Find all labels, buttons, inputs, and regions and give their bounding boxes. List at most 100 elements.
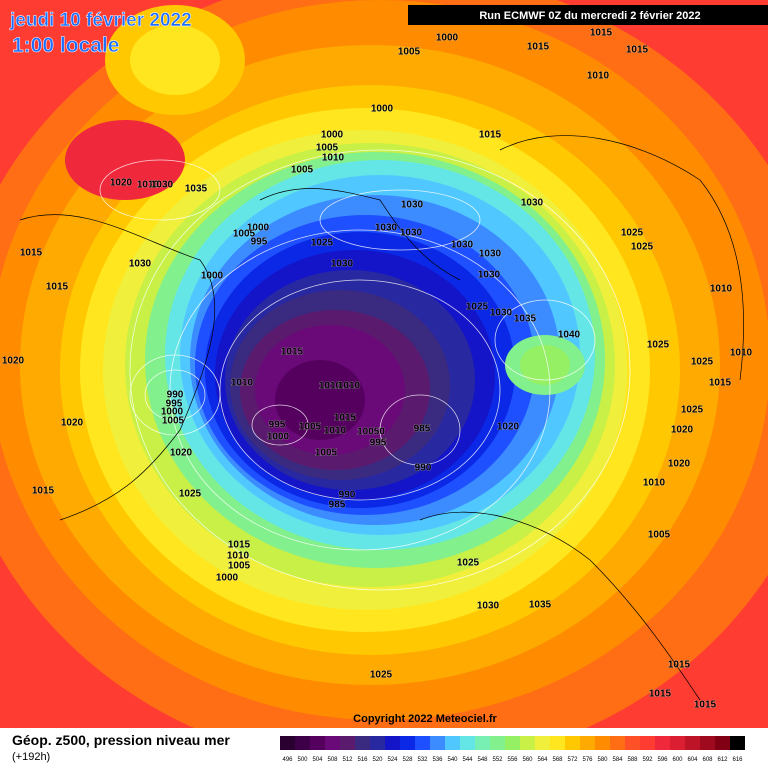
colorbar-label: 500 bbox=[297, 757, 308, 763]
colorbar-label: 596 bbox=[657, 757, 668, 763]
isobar-label: 1035 bbox=[185, 184, 208, 195]
colorbar-label: 552 bbox=[492, 757, 503, 763]
field bbox=[65, 120, 185, 200]
isobar-label: 995 bbox=[370, 438, 387, 449]
isobar-label: 1025 bbox=[457, 558, 480, 569]
isobar-label: 1035 bbox=[529, 600, 552, 611]
colorbar-swatch bbox=[355, 736, 370, 750]
colorbar-label: 612 bbox=[717, 757, 728, 763]
isobar-label: 1020 bbox=[671, 425, 694, 436]
isobar-label: 1005 bbox=[315, 448, 338, 459]
colorbar-swatch bbox=[340, 736, 355, 750]
colorbar-swatch bbox=[430, 736, 445, 750]
field bbox=[520, 345, 570, 385]
isobar-label: 1030 bbox=[129, 259, 152, 270]
colorbar-label: 576 bbox=[582, 757, 593, 763]
isobar-label: 1015 bbox=[527, 42, 550, 53]
colorbar-label: 580 bbox=[597, 757, 608, 763]
colorbar-swatch bbox=[730, 736, 745, 750]
isobar-label: 1030 bbox=[451, 240, 474, 251]
colorbar-swatch bbox=[370, 736, 385, 750]
isobar-label: 1000 bbox=[321, 130, 344, 141]
isobar-label: 1025 bbox=[681, 405, 704, 416]
isobar-label: 1010 bbox=[319, 381, 342, 392]
date: jeudi 10 février 2022 bbox=[9, 10, 192, 31]
colorbar-swatch bbox=[685, 736, 700, 750]
isobar-label: 1030 bbox=[477, 601, 500, 612]
isobar-label: 1015 bbox=[281, 347, 304, 358]
isobar-label: 1030 bbox=[151, 180, 174, 191]
isobar-label: 1010 bbox=[338, 381, 361, 392]
isobar-label: 1010 bbox=[587, 71, 610, 82]
isobar-label: 1015 bbox=[626, 45, 649, 56]
isobar-label: 990 bbox=[167, 390, 184, 401]
isobar-label: 1030 bbox=[400, 228, 423, 239]
isobar-label: 1030 bbox=[331, 259, 354, 270]
isobar-label: 995 bbox=[166, 399, 183, 410]
colorbar-swatch bbox=[385, 736, 400, 750]
isobar-label: 985 bbox=[329, 500, 346, 511]
isobar-label: 1015 bbox=[46, 282, 69, 293]
isobar-label: 1005 bbox=[291, 165, 314, 176]
colorbar-label: 504 bbox=[312, 757, 323, 763]
colorbar-label: 516 bbox=[357, 757, 368, 763]
isobar-label: 1010 bbox=[324, 426, 347, 437]
isobar-label: 1000 bbox=[247, 223, 270, 234]
isobar-label: 1030 bbox=[401, 200, 424, 211]
colorbar-swatch bbox=[580, 736, 595, 750]
isobar-label: 1030 bbox=[375, 223, 398, 234]
isobar-label: 1030 bbox=[479, 249, 502, 260]
isobar-label: 1005 bbox=[233, 229, 256, 240]
colorbar-label: 548 bbox=[477, 757, 488, 763]
isobar-label: 1010 bbox=[231, 378, 254, 389]
colorbar-label: 556 bbox=[507, 757, 518, 763]
isobar-label: 1020 bbox=[497, 422, 520, 433]
colorbar-label: 588 bbox=[627, 757, 638, 763]
isobar-label: 1025 bbox=[621, 228, 644, 239]
colorbar-swatch bbox=[625, 736, 640, 750]
isobar-label: 1025 bbox=[631, 242, 654, 253]
colorbar-label: 528 bbox=[402, 757, 413, 763]
colorbar-label: 544 bbox=[462, 757, 473, 763]
isobars bbox=[99, 149, 631, 591]
run-info: Run ECMWF 0Z du mercredi 2 février 2022 bbox=[479, 10, 700, 22]
colorbar-swatch bbox=[445, 736, 460, 750]
field bbox=[130, 25, 220, 95]
colorbar-label: 496 bbox=[282, 757, 293, 763]
isobar-label: 1005 bbox=[648, 530, 671, 541]
isobar-label: 990 bbox=[339, 490, 356, 501]
colorbar-swatch bbox=[700, 736, 715, 750]
isobar-label: 1000 bbox=[267, 432, 290, 443]
isobar-label: 1015 bbox=[228, 540, 251, 551]
isobar-label: 1010 bbox=[730, 348, 753, 359]
colorbar-swatch bbox=[595, 736, 610, 750]
isobar-label: 1005 bbox=[162, 416, 185, 427]
colorbar-label: 608 bbox=[702, 757, 713, 763]
isobar-label: 1030 bbox=[478, 270, 501, 281]
isobar-label: 1025 bbox=[647, 340, 670, 351]
colorbar-swatch bbox=[310, 736, 325, 750]
isobar-label: 1030 bbox=[521, 198, 544, 209]
isobar-label: 985 bbox=[414, 424, 431, 435]
colorbar-swatch bbox=[325, 736, 340, 750]
isobar-label: 1015 bbox=[479, 130, 502, 141]
colorbar-swatch bbox=[280, 736, 295, 750]
colorbar-swatch bbox=[550, 736, 565, 750]
isobar-label: 1015 bbox=[694, 700, 717, 711]
colorbar-swatch bbox=[400, 736, 415, 750]
isobar-label: 1015 bbox=[334, 413, 357, 424]
colorbar-swatch bbox=[610, 736, 625, 750]
isobar-label: 1015 bbox=[20, 248, 43, 259]
lead-time: (+192h) bbox=[12, 751, 50, 763]
isobar-label: 1025 bbox=[691, 357, 714, 368]
colorbar-label: 540 bbox=[447, 757, 458, 763]
colorbar-label: 532 bbox=[417, 757, 428, 763]
isobar-label: 1020 bbox=[2, 356, 25, 367]
colorbar-swatch bbox=[535, 736, 550, 750]
colorbar-label: 568 bbox=[552, 757, 563, 763]
isobar-label: 1040 bbox=[558, 330, 581, 341]
colorbar-label: 512 bbox=[342, 757, 353, 763]
